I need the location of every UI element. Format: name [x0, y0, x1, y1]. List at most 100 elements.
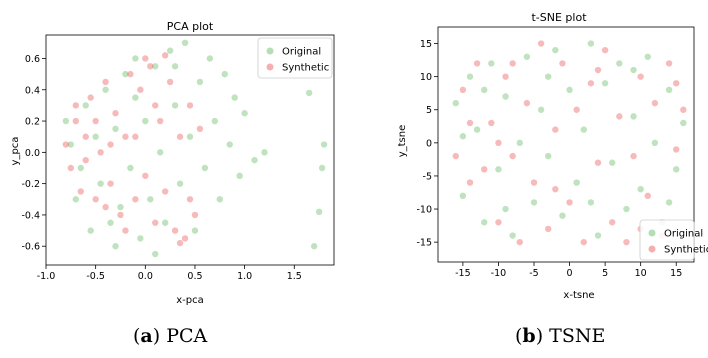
pca-synthetic-point [122, 133, 129, 140]
tsne-synthetic-point [637, 73, 644, 80]
pca-xtick-label: 1.0 [237, 271, 252, 282]
tsne-synthetic-point [673, 146, 680, 153]
pca-synthetic-point [92, 117, 99, 125]
pca-synthetic-point [137, 86, 144, 93]
tsne-original-point [481, 86, 488, 94]
tsne-original-point [495, 166, 502, 173]
tsne-synthetic-point [601, 46, 609, 54]
tsne-synthetic-point [566, 199, 573, 206]
tsne-xtick-label: 10 [635, 268, 647, 279]
pca-xlabel: x-pca [176, 295, 204, 306]
tsne-synthetic-point [466, 119, 474, 127]
tsne-ytick-label: -15 [416, 238, 432, 249]
pca-original-point [310, 243, 318, 250]
caption-a-text: PCA [166, 325, 208, 347]
tsne-original-point [516, 139, 523, 147]
tsne-plot-area: -15 -10 -5 0 5 10 15 -15 -10 -5 0 5 10 15 Original Synt… [416, 26, 708, 279]
tsne-original-point [651, 139, 659, 147]
tsne-ytick-label: 15 [420, 39, 432, 50]
pca-xtick-label: 1.5 [287, 271, 302, 282]
pca-original-point [102, 86, 109, 93]
pca-original-point [87, 227, 94, 234]
pca-original-point [82, 102, 89, 109]
tsne-original-point [452, 99, 459, 107]
tsne-synthetic-point [580, 238, 587, 246]
pca-original-point [147, 196, 154, 203]
tsne-synthetic-point [552, 185, 559, 193]
tsne-synthetic-point [623, 238, 630, 246]
tsne-synthetic-point [509, 60, 516, 67]
pca-synthetic-point [67, 164, 75, 172]
pca-original-point [305, 89, 313, 97]
pca-synthetic-point [196, 125, 204, 133]
tsne-original-point [601, 80, 609, 87]
pca-synthetic-point [62, 141, 70, 148]
pca-ytick-label: 0.2 [25, 117, 40, 128]
tsne-xtick-label: 5 [602, 268, 608, 279]
pca-synthetic-point [142, 172, 149, 180]
tsne-original-point [630, 66, 637, 74]
pca-legend-box [257, 37, 333, 79]
pca-original-point [211, 117, 219, 125]
tsne-original-point [566, 86, 573, 94]
tsne-synthetic-point [495, 139, 502, 147]
tsne-synthetic-point [452, 152, 459, 160]
tsne-original-point [637, 185, 644, 193]
tsne-synthetic-point [488, 119, 495, 127]
tsne-original-point [537, 106, 545, 113]
pca-original-point [315, 208, 323, 216]
tsne-original-point [545, 73, 552, 80]
pca-xtick-label: -0.5 [86, 271, 105, 282]
tsne-original-point [473, 126, 481, 133]
pca-original-point [320, 141, 328, 148]
tsne-original-point [680, 119, 687, 127]
pca-original-point [181, 39, 189, 47]
pca-synthetic-point [191, 211, 199, 219]
pca-synthetic-point [127, 70, 134, 78]
tsne-xlabel: x-tsne [563, 290, 594, 301]
tsne-synthetic-point [552, 126, 559, 133]
tsne-original-point [616, 60, 623, 67]
pca-legend-marker [266, 63, 274, 71]
pca-original-point [137, 235, 144, 242]
tsne-legend-label: Original [664, 229, 703, 240]
pca-synthetic-point [117, 211, 124, 219]
tsne-original-point [545, 152, 552, 160]
tsne-synthetic-point [573, 106, 580, 113]
caption-b: (b) TSNE [515, 325, 606, 347]
tsne-synthetic-point [680, 106, 687, 113]
pca-synthetic-point [132, 196, 139, 203]
pca-original-point [127, 164, 134, 172]
pca-synthetic-point [82, 133, 89, 140]
pca-original-point [171, 102, 179, 109]
pca-synthetic-point [132, 133, 139, 140]
pca-ytick-label: -0.2 [21, 179, 40, 190]
tsne-synthetic-point [559, 60, 566, 67]
tsne-ytick-label: -5 [423, 171, 432, 182]
pca-synthetic-point [122, 227, 129, 234]
tsne-original-point [673, 166, 680, 173]
pca-original-point [221, 70, 228, 78]
tsne-synthetic-point [673, 80, 680, 87]
pca-original-point [117, 203, 124, 211]
tsne-original-point [587, 40, 595, 47]
pca-original-point [318, 164, 326, 172]
pca-original-point [166, 47, 174, 54]
pca-synthetic-point [176, 239, 184, 247]
tsne-synthetic-point [594, 159, 602, 166]
tsne-legend-label: Synthetic [664, 245, 708, 256]
pca-original-point [152, 250, 159, 258]
pca-ytick-label: 0.4 [25, 85, 40, 96]
tsne-synthetic-point [609, 219, 616, 226]
pca-synthetic-point [102, 203, 109, 211]
pca-synthetic-point [112, 110, 119, 117]
figure: PCA plot -1.0 -0.5 0.0 0.5 1.0 1.5 -0.6 -0.4 -0.… [10, 11, 708, 306]
pca-legend: Original Synthetic [257, 37, 333, 79]
pca-synthetic-point [166, 78, 174, 86]
tsne-ylabel: y_tsne [397, 125, 408, 158]
pca-synthetic-point [142, 55, 149, 62]
pca-ylabel: y_pca [10, 137, 21, 166]
tsne-original-point [559, 212, 566, 219]
tsne-ytick-label: 5 [426, 105, 432, 116]
pca-original-point [231, 94, 238, 101]
